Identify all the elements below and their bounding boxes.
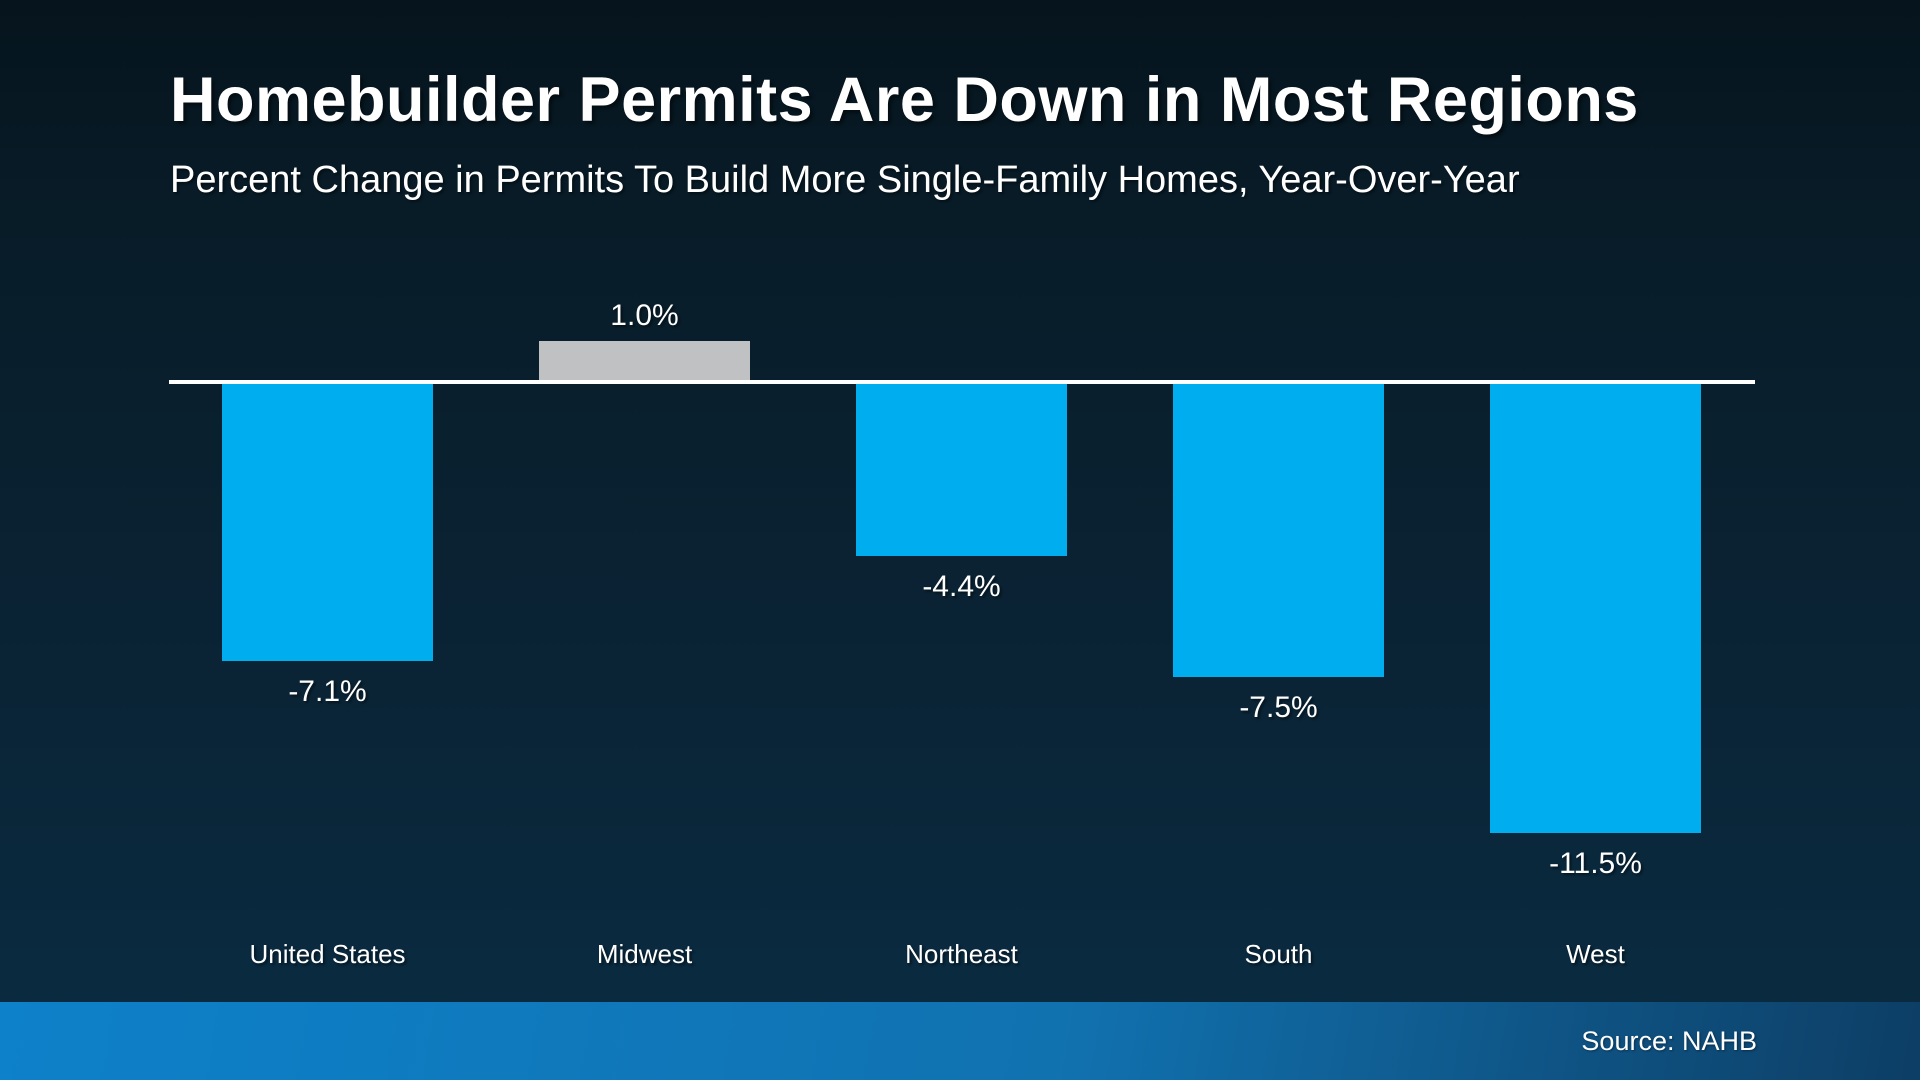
chart-title: Homebuilder Permits Are Down in Most Reg… [170, 65, 1639, 135]
category-label-south: South [1244, 939, 1313, 969]
bar-value-label-northeast: -4.4% [922, 570, 1001, 603]
footer-bar: Source: NAHB [0, 1002, 1920, 1080]
bar-west [1490, 384, 1701, 833]
bar-northeast [856, 384, 1067, 556]
bar-value-label-midwest: 1.0% [610, 299, 679, 332]
bar-value-label-united-states: -7.1% [288, 675, 367, 708]
zero-axis-line [169, 380, 1755, 384]
category-label-west: West [1566, 939, 1625, 969]
category-label-midwest: Midwest [596, 939, 693, 969]
bar-value-label-south: -7.5% [1239, 691, 1318, 724]
bar-midwest [539, 341, 750, 380]
bar-south [1173, 384, 1384, 677]
category-label-united-states: United States [249, 939, 406, 969]
bar-united-states [222, 384, 433, 661]
source-label: Source: NAHB [1581, 1025, 1757, 1056]
chart-subtitle: Percent Change in Permits To Build More … [170, 159, 1520, 201]
category-label-northeast: Northeast [905, 939, 1018, 969]
bar-value-label-west: -11.5% [1549, 847, 1642, 880]
